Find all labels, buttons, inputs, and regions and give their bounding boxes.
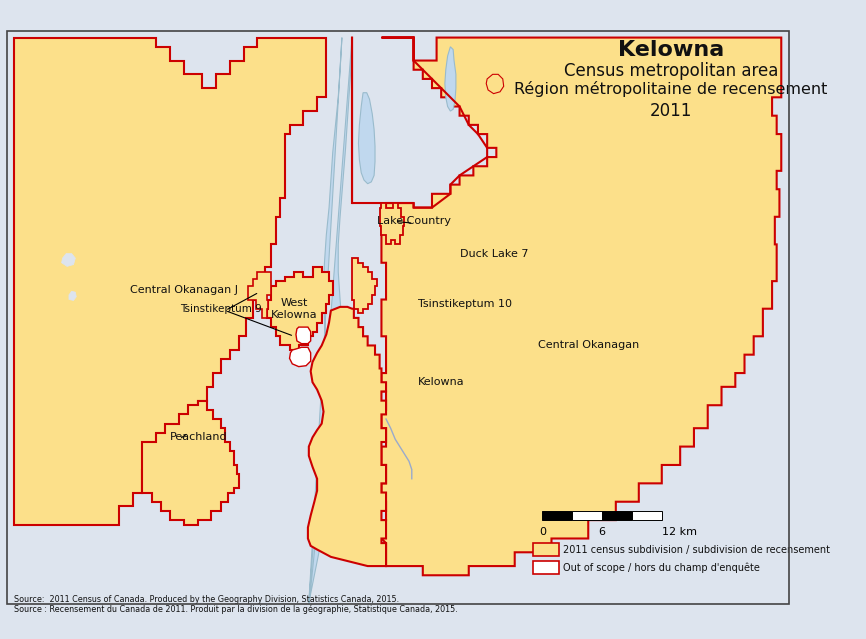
Polygon shape xyxy=(359,93,375,183)
Text: Peachland: Peachland xyxy=(170,433,228,442)
Polygon shape xyxy=(69,291,76,300)
Text: Central Okanagan J: Central Okanagan J xyxy=(130,286,238,295)
Polygon shape xyxy=(143,401,239,525)
Polygon shape xyxy=(445,47,456,111)
Text: Central Okanagan: Central Okanagan xyxy=(538,341,639,350)
Text: Duck Lake 7: Duck Lake 7 xyxy=(460,249,528,259)
Polygon shape xyxy=(249,272,271,318)
Text: Région métropolitaine de recensement: Région métropolitaine de recensement xyxy=(514,81,828,96)
Polygon shape xyxy=(352,258,377,313)
Text: Census metropolitan area: Census metropolitan area xyxy=(564,63,779,81)
Polygon shape xyxy=(289,348,311,367)
Bar xyxy=(572,511,602,520)
Bar xyxy=(542,511,572,520)
Polygon shape xyxy=(381,38,781,575)
Text: 2011 census subdivision / subdivision de recensement: 2011 census subdivision / subdivision de… xyxy=(564,544,830,555)
Text: Source:  2011 Census of Canada. Produced by the Geography Division, Statistics C: Source: 2011 Census of Canada. Produced … xyxy=(14,596,399,604)
Polygon shape xyxy=(308,307,386,566)
Text: Tsinstikeptum 10: Tsinstikeptum 10 xyxy=(418,299,512,309)
Polygon shape xyxy=(14,38,326,525)
Polygon shape xyxy=(486,74,504,94)
Bar xyxy=(533,562,559,574)
Text: 0: 0 xyxy=(539,527,546,537)
Text: 12 km: 12 km xyxy=(662,527,697,537)
Bar xyxy=(632,511,662,520)
Polygon shape xyxy=(296,327,311,344)
Text: 6: 6 xyxy=(598,527,605,537)
Polygon shape xyxy=(267,267,333,350)
Text: Out of scope / hors du champ d'enquête: Out of scope / hors du champ d'enquête xyxy=(564,563,760,573)
Text: Lake Country: Lake Country xyxy=(377,217,450,226)
Text: Kelowna: Kelowna xyxy=(617,40,724,60)
Text: Source : Recensement du Canada de 2011. Produit par la division de la géographie: Source : Recensement du Canada de 2011. … xyxy=(14,604,457,614)
Text: West
Kelowna: West Kelowna xyxy=(271,298,318,320)
Polygon shape xyxy=(309,38,352,603)
Bar xyxy=(533,543,559,556)
Text: 2011: 2011 xyxy=(650,102,692,120)
Polygon shape xyxy=(379,203,404,244)
Polygon shape xyxy=(61,254,75,266)
Bar xyxy=(602,511,632,520)
Text: Tsinstikeptum 9: Tsinstikeptum 9 xyxy=(180,304,262,314)
Text: Kelowna: Kelowna xyxy=(418,377,464,387)
